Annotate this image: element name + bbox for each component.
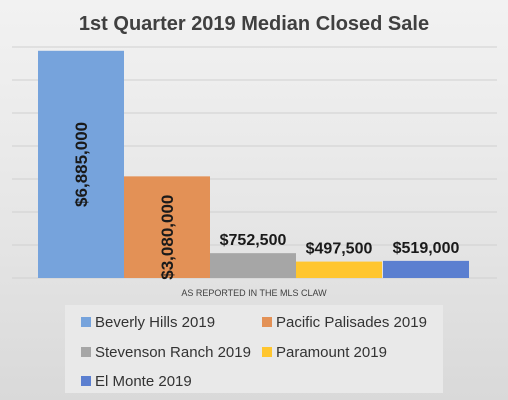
legend-label: Stevenson Ranch 2019 bbox=[95, 344, 251, 361]
legend-label: Paramount 2019 bbox=[276, 344, 387, 361]
bar bbox=[383, 260, 469, 278]
legend-swatch bbox=[81, 317, 91, 327]
x-axis-label: AS REPORTED IN THE MLS CLAW bbox=[181, 288, 327, 298]
legend-label: Beverly Hills 2019 bbox=[95, 314, 215, 331]
data-label: $519,000 bbox=[393, 240, 460, 257]
legend-swatch bbox=[262, 317, 272, 327]
legend-swatch bbox=[81, 347, 91, 357]
legend: Beverly Hills 2019 Pacific Palisades 2019… bbox=[65, 305, 443, 393]
legend-label: El Monte 2019 bbox=[95, 373, 192, 390]
bar bbox=[210, 253, 296, 278]
legend-box bbox=[65, 305, 443, 393]
chart-title: 1st Quarter 2019 Median Closed Sale bbox=[79, 13, 429, 35]
data-label: $3,080,000 bbox=[158, 195, 177, 280]
bar bbox=[124, 176, 210, 278]
bars: $6,885,000 $3,080,000 $752,500 $497,500 $519… bbox=[38, 50, 469, 280]
data-label: $6,885,000 bbox=[72, 122, 91, 207]
data-label: $752,500 bbox=[220, 232, 287, 249]
legend-label: Pacific Palisades 2019 bbox=[276, 314, 427, 331]
data-label: $497,500 bbox=[306, 241, 373, 258]
legend-swatch bbox=[81, 376, 91, 386]
bar bbox=[296, 261, 382, 278]
legend-swatch bbox=[262, 347, 272, 357]
bar bbox=[38, 50, 124, 278]
